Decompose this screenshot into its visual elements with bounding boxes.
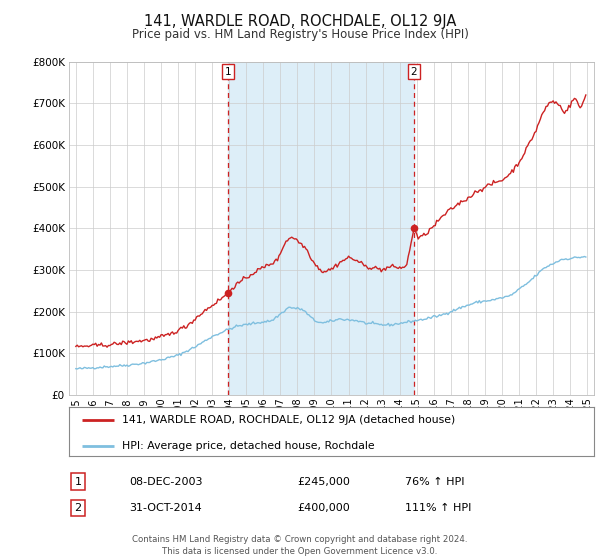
Text: Price paid vs. HM Land Registry's House Price Index (HPI): Price paid vs. HM Land Registry's House … [131,28,469,41]
Text: 141, WARDLE ROAD, ROCHDALE, OL12 9JA (detached house): 141, WARDLE ROAD, ROCHDALE, OL12 9JA (de… [121,416,455,426]
Text: 1: 1 [74,477,82,487]
Text: 111% ↑ HPI: 111% ↑ HPI [405,503,472,513]
Text: 2: 2 [74,503,82,513]
Text: 31-OCT-2014: 31-OCT-2014 [129,503,202,513]
Text: £400,000: £400,000 [297,503,350,513]
Text: 08-DEC-2003: 08-DEC-2003 [129,477,203,487]
Text: Contains HM Land Registry data © Crown copyright and database right 2024.
This d: Contains HM Land Registry data © Crown c… [132,535,468,556]
Text: HPI: Average price, detached house, Rochdale: HPI: Average price, detached house, Roch… [121,441,374,451]
Text: 76% ↑ HPI: 76% ↑ HPI [405,477,464,487]
Text: 2: 2 [410,67,417,77]
Bar [228,62,414,395]
Text: £245,000: £245,000 [297,477,350,487]
Text: 141, WARDLE ROAD, ROCHDALE, OL12 9JA: 141, WARDLE ROAD, ROCHDALE, OL12 9JA [144,14,456,29]
Text: 1: 1 [225,67,232,77]
